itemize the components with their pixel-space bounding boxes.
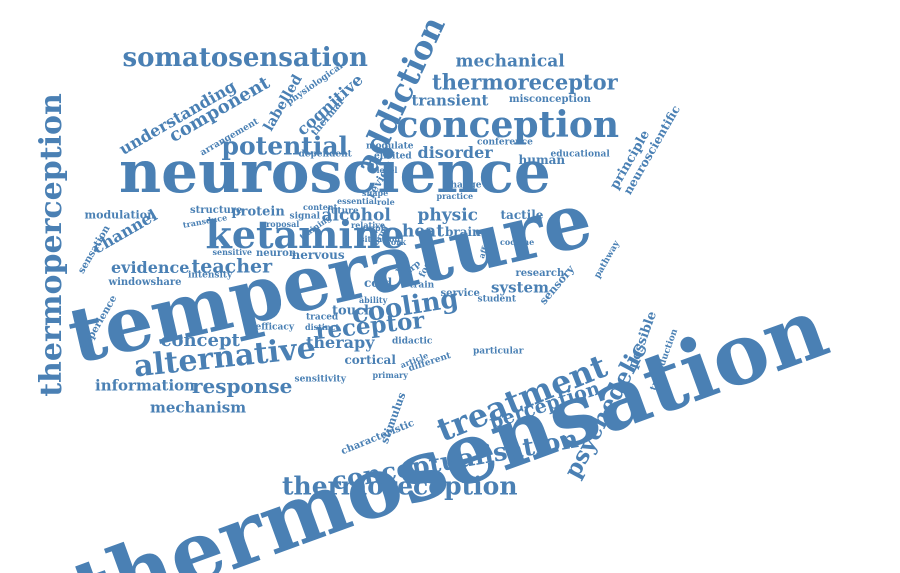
- cloud-word-response: response: [192, 374, 293, 398]
- cloud-word-touch: touch: [332, 303, 374, 319]
- cloud-word-conception: conception: [396, 104, 620, 146]
- cloud-word-ketamine: ketamine: [205, 212, 405, 257]
- cloud-word-tactile: tactile: [500, 208, 544, 222]
- cloud-word-change: change: [445, 180, 482, 191]
- cloud-word-distinct: distinct: [305, 322, 340, 332]
- cloud-word-evidence: evidence: [111, 258, 190, 277]
- cloud-word-thermoreception: thermoreception: [282, 471, 518, 501]
- cloud-word-cortical: cortical: [344, 353, 396, 367]
- cloud-word-thermoreceptor: thermoreceptor: [432, 69, 618, 95]
- cloud-word-level: level: [376, 165, 398, 175]
- cloud-word-graph: graph: [360, 223, 387, 233]
- cloud-word-signal: signal: [289, 211, 321, 222]
- cloud-word-essential: essential: [337, 196, 377, 206]
- cloud-word-mechanism: mechanism: [150, 398, 247, 417]
- cloud-word-human: human: [518, 153, 566, 167]
- cloud-word-disorder: disorder: [417, 143, 493, 162]
- cloud-word-efficacy: efficacy: [255, 322, 295, 333]
- cloud-word-proposal: proposal: [260, 219, 300, 229]
- cloud-word-practice: practice: [436, 191, 474, 201]
- cloud-word-teacher: teacher: [191, 255, 273, 278]
- cloud-word-neuroscience: neuroscience: [119, 138, 551, 206]
- cloud-word-windowshare: windowshare: [108, 277, 182, 288]
- cloud-word-information: information: [95, 376, 196, 395]
- cloud-word-conference: conference: [477, 137, 533, 148]
- cloud-word-neuron: neuron: [256, 248, 297, 259]
- cloud-word-shape: shape: [362, 188, 389, 198]
- cloud-word-content: content: [303, 202, 338, 212]
- cloud-word-transient: transient: [411, 91, 489, 110]
- cloud-word-mechanical: mechanical: [455, 51, 565, 72]
- cloud-word-student: student: [477, 294, 517, 305]
- cloud-word-system: system: [491, 278, 549, 297]
- cloud-word-cocaine: cocaine: [500, 237, 535, 247]
- cloud-word-brain: brain: [445, 225, 481, 239]
- cloud-word-future: future: [327, 206, 359, 217]
- cloud-word-cold: cold: [364, 276, 393, 290]
- cloud-word-work: work: [384, 237, 406, 247]
- cloud-word-didactic: didactic: [392, 336, 433, 347]
- cloud-word-educational: educational: [550, 149, 610, 160]
- cloud-word-role: role: [377, 197, 395, 207]
- cloud-word-therapy: therapy: [306, 333, 375, 352]
- cloud-word-elicited: elicited: [374, 151, 412, 162]
- cloud-word-misconception: misconception: [509, 94, 591, 105]
- cloud-word-service: service: [440, 288, 480, 299]
- cloud-word-traced: traced: [306, 312, 339, 323]
- cloud-word-heat: heat: [402, 221, 445, 242]
- cloud-word-concept: concept: [160, 330, 240, 351]
- cloud-word-nervous: nervous: [291, 248, 345, 262]
- cloud-word-intensity: intensity: [188, 270, 233, 281]
- cloud-word-structure: structure: [190, 205, 243, 216]
- cloud-word-train: train: [409, 280, 435, 291]
- cloud-word-modulation: modulation: [84, 208, 156, 222]
- cloud-word-thermoperception: thermoperception: [33, 93, 69, 397]
- cloud-word-physic: physic: [417, 205, 479, 226]
- cloud-word-situation: situation: [360, 234, 401, 244]
- cloud-word-somatosensation: somatosensation: [122, 43, 368, 73]
- cloud-word-primary: primary: [372, 370, 408, 380]
- cloud-word-research: research: [515, 268, 565, 279]
- cloud-word-relative: relative: [351, 220, 385, 230]
- cloud-word-dependent: dependent: [298, 149, 352, 160]
- cloud-word-potential: potential: [221, 131, 349, 161]
- cloud-word-sensitivity: sensitivity: [294, 374, 346, 385]
- cloud-word-protein: protein: [231, 204, 285, 220]
- cloud-word-modulate: modulate: [366, 141, 414, 152]
- cloud-word-alcohol: alcohol: [321, 205, 391, 226]
- cloud-word-particular: particular: [473, 346, 524, 357]
- cloud-word-ability: ability: [359, 295, 388, 305]
- cloud-word-sensitive: sensitive: [212, 247, 252, 257]
